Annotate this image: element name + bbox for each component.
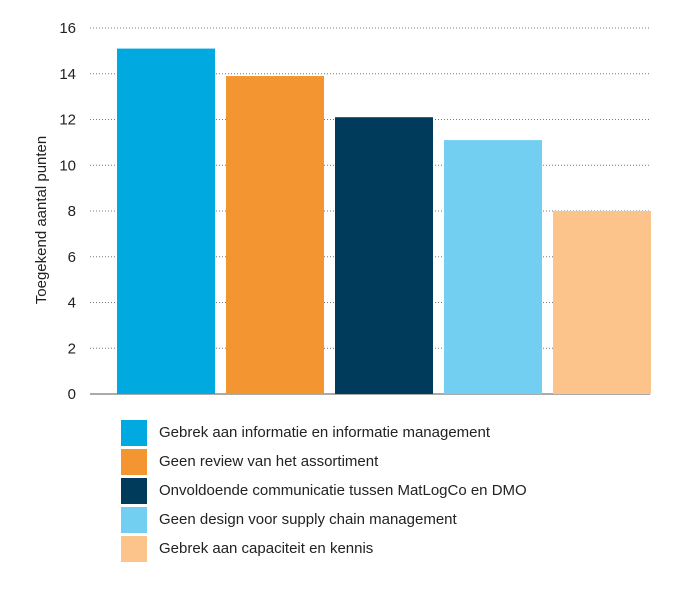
legend-label: Geen review van het assortiment xyxy=(159,453,379,470)
bar xyxy=(335,117,433,395)
legend-item: Geen design voor supply chain management xyxy=(121,505,641,534)
legend-swatch xyxy=(121,448,147,475)
legend-swatch xyxy=(121,477,147,504)
y-tick-label: 10 xyxy=(59,157,76,174)
legend-swatch xyxy=(121,419,147,446)
y-axis-title: Toegekend aantal punten xyxy=(33,136,50,304)
bar xyxy=(553,211,651,394)
bars xyxy=(117,48,651,395)
y-tick-label: 16 xyxy=(59,20,76,37)
y-tick-label: 4 xyxy=(68,295,76,312)
legend-swatch xyxy=(121,506,147,533)
y-axis-ticks: 0 2 4 6 8 10 12 14 16 xyxy=(59,20,76,403)
bar xyxy=(444,140,542,394)
legend-label: Geen design voor supply chain management xyxy=(159,511,457,528)
y-tick-label: 2 xyxy=(68,340,76,357)
legend-label: Gebrek aan capaciteit en kennis xyxy=(159,540,374,557)
bar xyxy=(117,48,215,395)
legend-item: Geen review van het assortiment xyxy=(121,447,641,476)
legend-label: Onvoldoende communicatie tussen MatLogCo… xyxy=(159,482,527,499)
bar xyxy=(226,76,324,394)
legend-label: Gebrek aan informatie en informatie mana… xyxy=(159,424,491,441)
legend-item: Onvoldoende communicatie tussen MatLogCo… xyxy=(121,476,641,505)
bar-chart: 0 2 4 6 8 10 12 14 16 Toegekend aantal punten xyxy=(33,20,651,403)
legend-swatch xyxy=(121,535,147,562)
y-tick-label: 14 xyxy=(59,66,76,83)
y-tick-label: 12 xyxy=(59,112,76,129)
legend: Gebrek aan informatie en informatie mana… xyxy=(121,418,641,563)
legend-item: Gebrek aan informatie en informatie mana… xyxy=(121,418,641,447)
y-tick-label: 8 xyxy=(68,203,76,220)
legend-item: Gebrek aan capaciteit en kennis xyxy=(121,534,641,563)
y-tick-label: 6 xyxy=(68,249,76,266)
y-tick-label: 0 xyxy=(68,386,76,403)
